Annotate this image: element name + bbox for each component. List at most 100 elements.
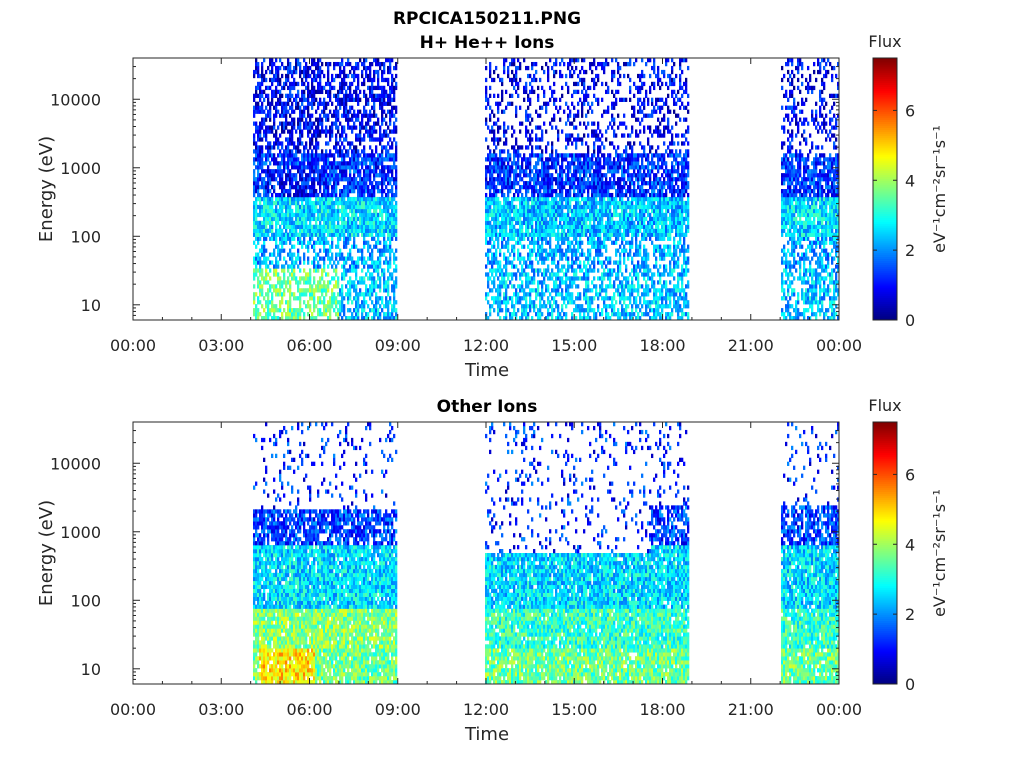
spectrogram-cell: [345, 149, 348, 154]
spectrogram-cell: [325, 89, 328, 95]
spectrogram-cell: [497, 220, 500, 226]
spectrogram-cell: [531, 192, 534, 198]
spectrogram-cell: [289, 192, 292, 198]
spectrogram-cell: [275, 288, 278, 293]
spectrogram-cell: [491, 256, 494, 261]
spectrogram-cell: [371, 204, 374, 210]
spectrogram-cell: [485, 85, 488, 91]
spectrogram-cell: [343, 81, 346, 87]
spectrogram-cell: [565, 145, 568, 150]
spectrogram-cell: [321, 224, 324, 229]
spectrogram-cell: [273, 216, 276, 222]
spectrogram-cell: [343, 93, 346, 98]
spectrogram-cell: [367, 312, 370, 317]
spectrogram-cell: [321, 85, 324, 91]
spectrogram-cell: [579, 276, 582, 281]
spectrogram-cell: [327, 284, 330, 289]
spectrogram-cell: [273, 232, 276, 237]
spectrogram-cell: [571, 296, 574, 301]
spectrogram-cell: [557, 133, 560, 138]
spectrogram-cell: [489, 208, 492, 214]
spectrogram-cell: [379, 97, 382, 102]
spectrogram-cell: [331, 224, 334, 229]
spectrogram-cell: [347, 181, 350, 186]
spectrogram-cell: [343, 173, 346, 178]
spectrogram-cell: [319, 153, 322, 158]
spectrogram-cell: [255, 268, 258, 273]
spectrogram-cell: [313, 77, 316, 83]
spectrogram-cell: [353, 185, 356, 190]
spectrogram-cell: [531, 220, 534, 226]
spectrogram-cell: [505, 208, 508, 214]
spectrogram-cell: [579, 308, 582, 313]
spectrogram-cell: [355, 65, 358, 71]
spectrogram-cell: [309, 228, 312, 233]
spectrogram-cell: [533, 268, 536, 273]
spectrogram-cell: [583, 200, 586, 206]
spectrogram-cell: [267, 308, 270, 313]
spectrogram-cell: [277, 252, 280, 257]
spectrogram-cell: [511, 125, 514, 130]
spectrogram-cell: [575, 173, 578, 178]
spectrogram-cell: [373, 216, 376, 222]
spectrogram-cell: [349, 61, 352, 67]
spectrogram-cell: [261, 157, 264, 162]
spectrogram-cell: [583, 133, 586, 138]
spectrogram-cell: [311, 228, 314, 233]
spectrogram-cell: [581, 268, 584, 273]
spectrogram-cell: [347, 204, 350, 210]
spectrogram-cell: [257, 129, 260, 134]
spectrogram-cell: [333, 220, 336, 226]
spectrogram-cell: [489, 85, 492, 91]
spectrogram-cell: [517, 196, 520, 202]
spectrogram-cell: [549, 189, 552, 194]
spectrogram-cell: [339, 312, 342, 317]
spectrogram-cell: [339, 189, 342, 194]
spectrogram-cell: [579, 224, 582, 229]
spectrogram-cell: [577, 248, 580, 253]
spectrogram-cell: [273, 316, 276, 321]
spectrogram-cell: [511, 145, 514, 150]
spectrogram-cell: [259, 236, 262, 241]
spectrogram-cell: [573, 268, 576, 273]
spectrogram-cell: [531, 252, 534, 257]
spectrogram-cell: [309, 292, 312, 297]
spectrogram-cell: [277, 212, 280, 218]
spectrogram-cell: [319, 189, 322, 194]
spectrogram-cell: [549, 157, 552, 162]
spectrogram-cell: [369, 224, 372, 229]
spectrogram-cell: [531, 260, 534, 265]
spectrogram-cell: [313, 169, 316, 174]
spectrogram-cell: [383, 200, 386, 206]
spectrogram-cell: [295, 177, 298, 182]
spectrogram-cell: [517, 268, 520, 273]
spectrogram-cell: [285, 232, 288, 237]
spectrogram-cell: [535, 77, 538, 83]
spectrogram-cell: [575, 185, 578, 190]
spectrogram-cell: [325, 288, 328, 293]
spectrogram-cell: [259, 145, 262, 150]
spectrogram-cell: [531, 185, 534, 190]
spectrogram-cell: [337, 284, 340, 289]
spectrogram-cell: [561, 268, 564, 273]
spectrogram-cell: [545, 189, 548, 194]
spectrogram-cell: [289, 153, 292, 158]
spectrogram-cell: [553, 196, 556, 202]
spectrogram-cell: [345, 220, 348, 226]
spectrogram-cell: [505, 300, 508, 305]
spectrogram-cell: [491, 125, 494, 130]
spectrogram-cell: [385, 121, 388, 126]
spectrogram-cell: [533, 248, 536, 253]
spectrogram-cell: [375, 208, 378, 214]
spectrogram-cell: [491, 109, 494, 114]
spectrogram-cell: [291, 208, 294, 214]
spectrogram-cell: [519, 252, 522, 257]
spectrogram-cell: [565, 316, 568, 321]
spectrogram-cell: [551, 308, 554, 313]
spectrogram-cell: [385, 157, 388, 162]
spectrogram-cell: [341, 113, 344, 118]
spectrogram-cell: [311, 224, 314, 229]
spectrogram-cell: [269, 236, 272, 241]
spectrogram-cell: [577, 208, 580, 214]
spectrogram-cell: [569, 248, 572, 253]
